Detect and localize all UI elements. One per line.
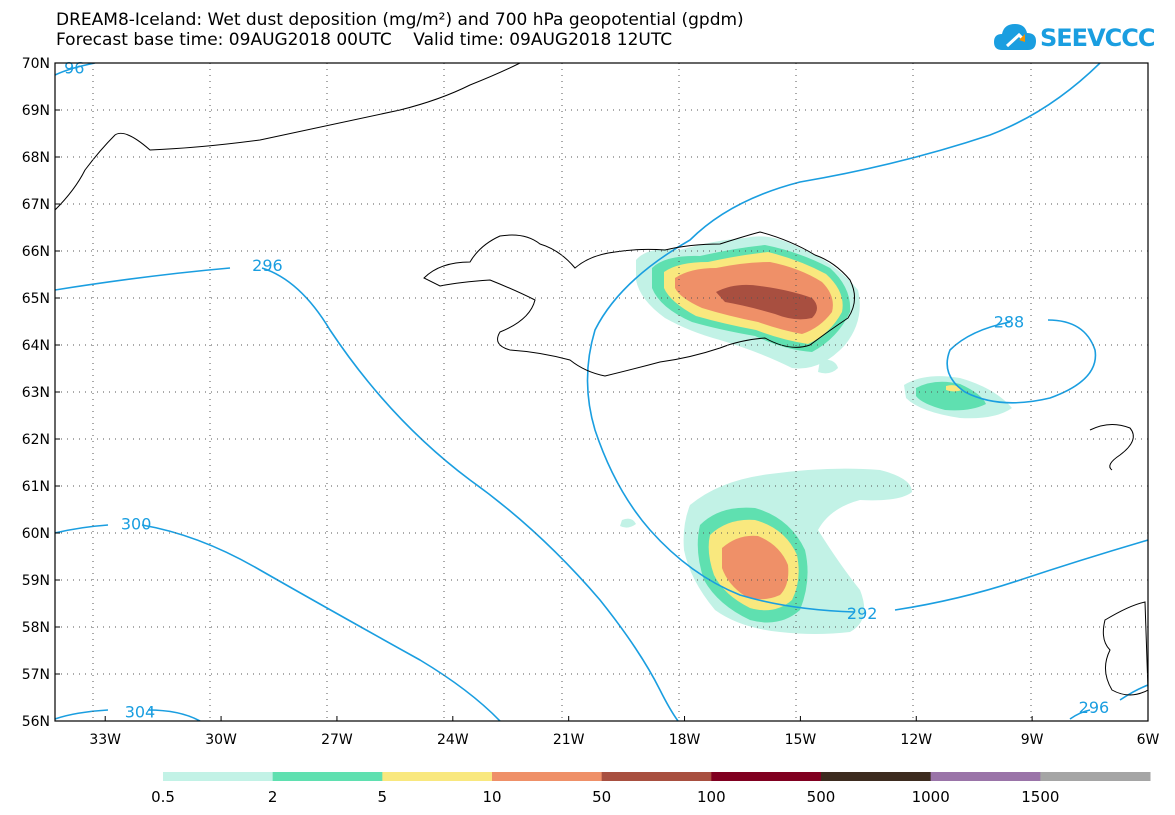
colorbar-label: 500	[807, 788, 836, 806]
scotland-coast	[1102, 601, 1148, 696]
colorbar-label: 0.5	[151, 788, 175, 806]
lon-label: 9W	[1021, 732, 1044, 748]
colorbar-swatch	[492, 772, 603, 781]
lat-label: 66N	[22, 244, 50, 260]
logo-text: SEEVCCC	[1040, 24, 1155, 52]
contour-label: 288	[994, 313, 1025, 332]
contour-300-a	[55, 524, 109, 534]
colorbar-label: 1500	[1021, 788, 1059, 806]
graticule	[55, 63, 1148, 721]
geopotential-contours	[55, 63, 1148, 721]
colorbar: 0.5 2 5 10 50 100 500 1000 1500	[151, 772, 1151, 806]
colorbar-swatch	[163, 772, 274, 781]
dust-patch-east	[904, 376, 1012, 419]
contour-label: 296	[252, 256, 283, 275]
colorbar-swatch	[930, 772, 1041, 781]
lat-label: 63N	[22, 385, 50, 401]
colorbar-label: 50	[592, 788, 611, 806]
lat-label: 56N	[22, 714, 50, 730]
dust-plume-iceland	[636, 236, 860, 374]
map-title: DREAM8-Iceland: Wet dust deposition (mg/…	[56, 10, 744, 30]
lat-label: 60N	[22, 526, 50, 542]
latitude-labels: 70N 69N 68N 67N 66N 65N 64N 63N 62N 61N 60N 59N 58N 5…	[22, 56, 60, 730]
contour-label: 96	[64, 59, 84, 78]
lat-label: 67N	[22, 197, 50, 213]
lat-label: 70N	[22, 56, 50, 72]
colorbar-swatch	[1040, 772, 1151, 781]
colorbar-swatch	[382, 772, 493, 781]
colorbar-label: 100	[697, 788, 726, 806]
colorbar-swatch	[711, 772, 822, 781]
contour-label: 296	[1079, 698, 1110, 717]
contour-296-west-a	[55, 267, 231, 291]
colorbar-label: 10	[482, 788, 501, 806]
lon-label: 18W	[669, 732, 701, 748]
cloud-icon	[994, 24, 1036, 50]
colorbar-label: 2	[268, 788, 278, 806]
lon-label: 30W	[205, 732, 237, 748]
lat-label: 69N	[22, 103, 50, 119]
lat-label: 68N	[22, 150, 50, 166]
lon-label: 21W	[553, 732, 585, 748]
lon-label: 27W	[321, 732, 353, 748]
longitude-labels: 33W 30W 27W 24W 21W 18W 15W 12W 9W 6W	[89, 716, 1160, 748]
dust-patch-south	[620, 468, 912, 634]
faroe-coast	[1089, 424, 1134, 471]
lat-label: 61N	[22, 479, 50, 495]
lat-label: 65N	[22, 291, 50, 307]
lon-label: 33W	[89, 732, 121, 748]
lat-label: 64N	[22, 338, 50, 354]
contour-label: 300	[121, 515, 152, 534]
greenland-coast	[55, 63, 521, 211]
lat-label: 57N	[22, 667, 50, 683]
lat-label: 59N	[22, 573, 50, 589]
lon-label: 12W	[900, 732, 932, 748]
colorbar-swatch	[272, 772, 383, 781]
lon-label: 24W	[437, 732, 469, 748]
colorbar-swatch	[821, 772, 932, 781]
contour-label: 304	[125, 703, 156, 722]
colorbar-swatch	[601, 772, 712, 781]
map-subtitle: Forecast base time: 09AUG2018 00UTC Vali…	[56, 30, 673, 50]
lat-label: 58N	[22, 620, 50, 636]
lon-label: 6W	[1137, 732, 1160, 748]
colorbar-label: 1000	[912, 788, 950, 806]
colorbar-label: 5	[378, 788, 388, 806]
seevccc-logo: SEEVCCC	[992, 20, 1162, 62]
lon-label: 15W	[785, 732, 817, 748]
lat-label: 62N	[22, 432, 50, 448]
contour-label: 292	[847, 604, 878, 623]
map-plot-area	[55, 63, 1148, 721]
coastlines	[55, 63, 1148, 696]
